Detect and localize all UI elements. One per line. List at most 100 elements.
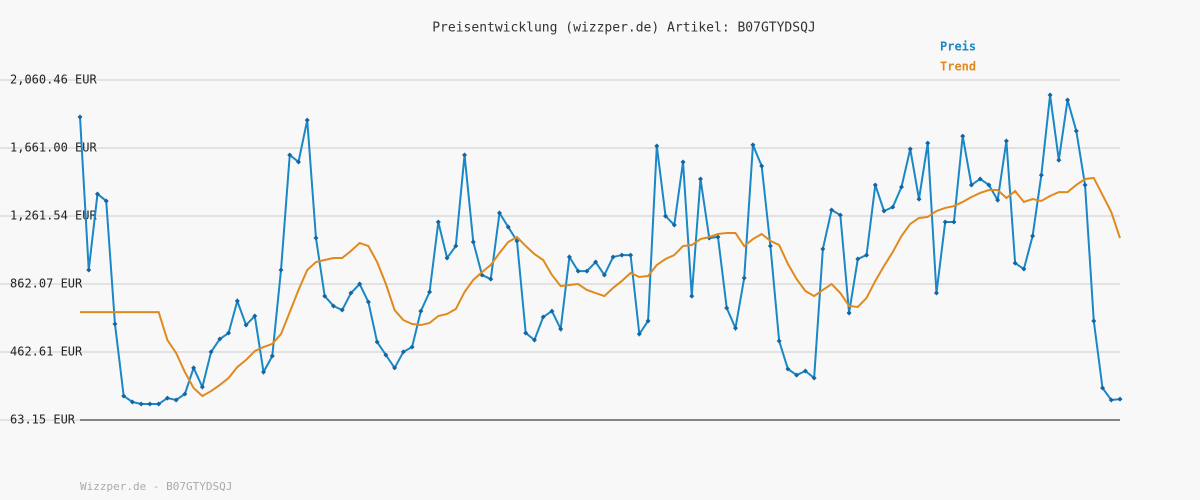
data-point (261, 369, 267, 375)
data-point (566, 254, 572, 260)
data-point (628, 252, 634, 258)
data-point (916, 196, 922, 202)
data-point (243, 322, 249, 328)
data-point (339, 307, 345, 313)
data-point (444, 255, 450, 261)
series-line (80, 176, 1121, 398)
data-point (759, 163, 765, 169)
data-point (549, 308, 555, 314)
data-point (348, 290, 354, 296)
data-point (435, 219, 441, 225)
data-point (968, 182, 974, 188)
footer: Wizzper.de - B07GTYDSQJ (80, 480, 232, 493)
data-point (986, 182, 992, 188)
data-point (392, 365, 398, 371)
data-point (540, 314, 546, 320)
data-point (304, 117, 310, 123)
data-point (94, 191, 100, 197)
data-point (1012, 260, 1018, 266)
data-point (558, 326, 564, 332)
data-point (890, 204, 896, 210)
data-point (1091, 318, 1097, 324)
data-point (995, 197, 1001, 203)
data-point (278, 267, 284, 273)
data-point (1117, 396, 1123, 402)
data-point (942, 219, 948, 225)
data-point (601, 272, 607, 278)
data-point (129, 399, 135, 405)
data-point (715, 234, 721, 240)
data-point (418, 308, 424, 314)
data-point (191, 365, 197, 371)
data-point (269, 353, 275, 359)
data-point (295, 159, 301, 165)
y-tick-label: 2,060.46 EUR (10, 73, 97, 87)
data-point (383, 352, 389, 358)
data-point (750, 142, 756, 148)
data-point (1108, 397, 1114, 403)
data-point (217, 336, 223, 342)
data-point (881, 208, 887, 214)
data-point (252, 313, 258, 319)
data-point (610, 254, 616, 260)
data-point (593, 259, 599, 265)
data-point (663, 213, 669, 219)
data-point (933, 290, 939, 296)
data-point (680, 159, 686, 165)
data-point (226, 330, 232, 336)
y-tick-label: 862.07 EUR (10, 277, 83, 291)
data-point (1065, 97, 1071, 103)
data-point (330, 303, 336, 309)
data-point (732, 325, 738, 331)
data-point (872, 182, 878, 188)
data-point (427, 289, 433, 295)
data-point (164, 395, 170, 401)
data-point (864, 252, 870, 258)
data-point (951, 219, 957, 225)
data-point (846, 310, 852, 316)
data-point (374, 339, 380, 345)
data-point (785, 366, 791, 372)
data-point (925, 140, 931, 146)
data-point (619, 252, 625, 258)
data-point (313, 235, 319, 241)
data-point (960, 133, 966, 139)
data-point (488, 276, 494, 282)
data-point (322, 293, 328, 299)
data-point (767, 243, 773, 249)
y-tick-label: 1,661.00 EUR (10, 140, 97, 154)
data-point (802, 368, 808, 374)
data-point (837, 212, 843, 218)
data-point (689, 293, 695, 299)
data-point (1073, 128, 1079, 134)
data-point (855, 256, 861, 262)
data-point (977, 176, 983, 182)
data-point (156, 401, 162, 407)
data-point (365, 299, 371, 305)
data-point (1030, 233, 1036, 239)
data-point (112, 321, 118, 327)
data-point (103, 198, 109, 204)
data-point (199, 384, 205, 390)
y-tick-label: 462.61 EUR (10, 345, 83, 359)
data-point (208, 349, 214, 355)
data-point (121, 393, 127, 399)
data-point (1047, 92, 1053, 98)
data-point (1038, 172, 1044, 178)
data-point (654, 143, 660, 149)
data-point (470, 239, 476, 245)
data-point (531, 337, 537, 343)
y-tick-label: 63.15 EUR (10, 413, 76, 427)
data-point (575, 268, 581, 274)
data-point (907, 146, 913, 152)
data-point (173, 397, 179, 403)
data-point (811, 375, 817, 381)
data-point (287, 152, 293, 158)
data-point (523, 330, 529, 336)
data-point (794, 372, 800, 378)
data-point (741, 275, 747, 281)
data-point (820, 246, 826, 252)
data-point (77, 114, 83, 120)
